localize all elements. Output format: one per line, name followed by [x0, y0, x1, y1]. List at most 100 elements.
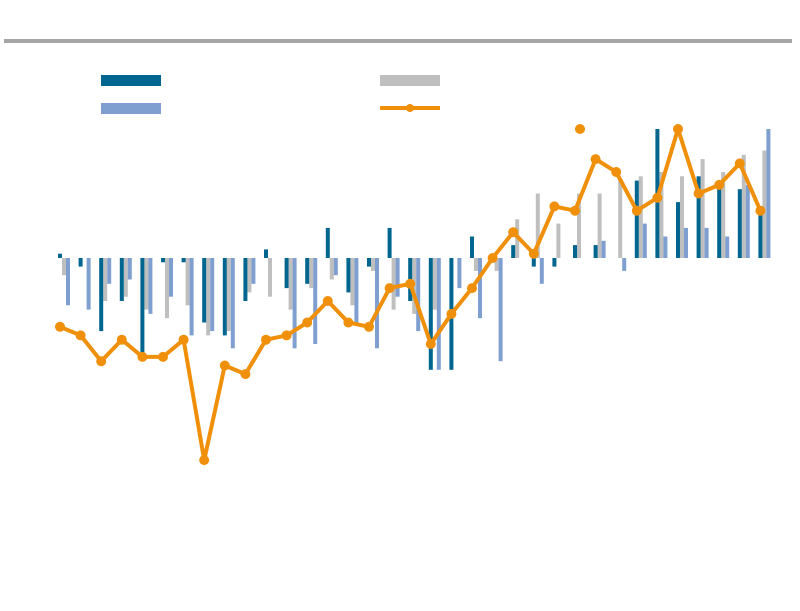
- bar-series-c-16: [391, 258, 396, 310]
- bar-series-b-6: [189, 258, 194, 336]
- bar-series-b-3: [127, 258, 132, 280]
- bar-series-b-17: [416, 258, 421, 332]
- bar-series-a-4: [140, 258, 145, 353]
- bar-series-a-0: [58, 253, 62, 258]
- bar-series-b-7: [210, 258, 215, 332]
- bar-series-c-6: [185, 258, 190, 306]
- bar-series-b-20: [478, 258, 482, 319]
- bar-series-b-14: [354, 258, 359, 323]
- bar-series-b-23: [539, 258, 544, 284]
- bar-series-b-5: [169, 258, 173, 297]
- line-point-0: [55, 321, 65, 332]
- bar-series-c-34: [762, 150, 767, 258]
- line-point-30: [673, 124, 683, 134]
- bar-series-a-2: [99, 258, 104, 332]
- bar-series-a-32: [717, 180, 722, 258]
- bar-series-c-23: [535, 193, 540, 258]
- bar-series-c-10: [268, 258, 272, 297]
- bar-series-b-33: [745, 184, 750, 258]
- bar-series-a-3: [119, 258, 124, 301]
- bar-series-c-28: [638, 176, 643, 258]
- legend: [101, 75, 440, 114]
- bar-series-c-3: [123, 258, 128, 297]
- line-point-15: [364, 321, 374, 332]
- line-point-26: [590, 154, 601, 165]
- bar-series-c-13: [329, 258, 334, 280]
- bar-series-b-26: [601, 240, 606, 258]
- legend-swatch-line-marker: [406, 104, 414, 112]
- bar-series-c-2: [103, 258, 108, 301]
- bar-series-c-26: [597, 193, 602, 258]
- line-point-19: [446, 308, 457, 319]
- bar-series-c-31: [700, 159, 705, 258]
- line-point-24: [549, 201, 560, 212]
- legend-swatch-series-c: [380, 75, 440, 86]
- line-point-27: [611, 167, 622, 177]
- line-point-23: [528, 248, 539, 259]
- line-point-34: [755, 205, 766, 216]
- bar-series-c-11: [288, 258, 293, 310]
- bar-series-b-8: [230, 258, 235, 349]
- bar-series-a-31: [696, 176, 701, 258]
- bar-series-a-5: [161, 258, 165, 263]
- bar-series-c-18: [432, 258, 437, 310]
- bar-series-c-8: [226, 258, 231, 332]
- line-point-17: [405, 278, 416, 289]
- bar-series-c-5: [165, 258, 169, 319]
- bar-series-a-14: [346, 258, 351, 293]
- line-outlier-point: [575, 124, 585, 134]
- bar-series-c-21: [494, 258, 499, 271]
- line-point-8: [219, 360, 230, 371]
- bar-series-b-31: [704, 227, 709, 258]
- bar-series-a-7: [202, 258, 207, 323]
- bar-series-a-16: [387, 227, 392, 258]
- bar-series-b-28: [642, 223, 647, 258]
- bar-series-b-9: [251, 258, 256, 284]
- bar-series-b-29: [663, 236, 668, 258]
- line-point-20: [467, 283, 477, 294]
- bar-series-a-18: [428, 258, 433, 370]
- bar-series-b-27: [622, 258, 627, 271]
- bar-series-a-20: [470, 236, 474, 258]
- bar-series-a-13: [325, 227, 330, 258]
- bar-series-a-1: [78, 258, 83, 267]
- line-point-25: [570, 205, 580, 216]
- bar-series-b-11: [292, 258, 297, 349]
- bar-series-a-10: [264, 249, 268, 258]
- bar-series-c-32: [721, 172, 726, 258]
- line-point-4: [137, 351, 148, 362]
- bar-series-b-2: [107, 258, 112, 284]
- line-point-18: [425, 339, 436, 349]
- bar-series-b-4: [148, 258, 153, 314]
- bar-series-a-25: [573, 245, 577, 258]
- bar-series-a-6: [181, 258, 186, 263]
- line-point-6: [178, 334, 189, 345]
- line-point-9: [240, 369, 251, 380]
- bar-series-c-24: [556, 223, 561, 258]
- line-point-1: [75, 330, 86, 341]
- bar-series-c-27: [618, 180, 623, 258]
- bar-series-c-14: [350, 258, 355, 306]
- bar-series-b-0: [66, 258, 70, 306]
- bar-series-b-15: [375, 258, 379, 349]
- line-point-5: [158, 351, 168, 362]
- bar-series-a-12: [305, 258, 310, 284]
- bar-series-a-33: [737, 189, 742, 258]
- bar-series-a-9: [243, 258, 248, 301]
- bar-series-b-1: [86, 258, 91, 310]
- bar-series-b-32: [725, 236, 730, 258]
- legend-swatch-series-b: [101, 103, 161, 114]
- bar-series-a-24: [552, 258, 557, 267]
- line-point-3: [116, 334, 127, 345]
- bar-series-a-8: [222, 258, 227, 336]
- bar-series-c-7: [206, 258, 211, 336]
- line-point-22: [508, 227, 519, 238]
- bar-series-b-16: [395, 258, 400, 297]
- bar-series-a-26: [593, 245, 598, 258]
- bar-series-b-13: [333, 258, 338, 276]
- bar-series-b-21: [498, 258, 503, 362]
- bar-series-a-28: [634, 180, 639, 258]
- line-point-16: [384, 283, 395, 294]
- bar-series-c-29: [659, 172, 664, 258]
